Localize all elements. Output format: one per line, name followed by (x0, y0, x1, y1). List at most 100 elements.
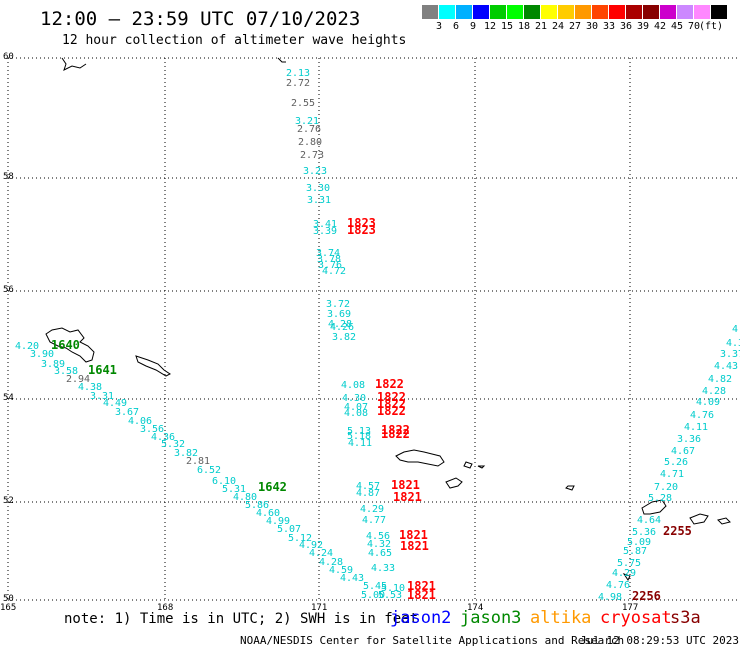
swh-value-north-track: 3.39 (313, 226, 337, 237)
satellite-name-jason2: jason2 (390, 608, 452, 628)
legend-label: 30 (585, 21, 599, 32)
swh-value-east-track: 4.43 (714, 361, 738, 372)
swh-value-north-track: 3.74 (316, 248, 340, 259)
pass-time-label: 1822 (377, 390, 406, 404)
pass-time-label: 1822 (377, 404, 406, 418)
legend-label: 45 (670, 21, 684, 32)
coast-top-center (277, 57, 286, 63)
swh-value-diagonal-track: 3.56 (140, 424, 164, 435)
legend-label: 12 (483, 21, 497, 32)
swh-value-diagonal-track: 4.20 (15, 341, 39, 352)
lat-tick-label: 56 (3, 285, 14, 295)
credit-line: NOAA/NESDIS Center for Satellite Applica… (240, 634, 625, 647)
swh-value-north-track: 4.28 (328, 319, 352, 330)
swh-value-east-track: 4.76 (606, 580, 630, 591)
pass-time-label: 1821 (393, 490, 422, 504)
swh-value-diagonal-track: 4.43 (340, 573, 364, 584)
lat-tick-label: 50 (3, 594, 14, 604)
pass-time-label: 2255 (663, 524, 692, 538)
legend-swatch (575, 5, 592, 19)
swh-value-north-track: 3.69 (327, 309, 351, 320)
pass-time-label: 1822 (381, 427, 410, 441)
pass-time-label: 1822 (375, 377, 404, 391)
legend-label: 42 (653, 21, 667, 32)
island-bering-left (45, 327, 95, 363)
legend-swatch (524, 5, 541, 19)
page-subtitle: 12 hour collection of altimeter wave hei… (62, 33, 407, 48)
swh-value-center-track: 4.32 (367, 539, 391, 550)
pass-time-label: 2256 (632, 589, 661, 603)
swh-value-north-track: 3.76 (318, 260, 342, 271)
swh-value-east-track: 3.36 (677, 434, 701, 445)
swh-value-diagonal-track: 4.59 (329, 565, 353, 576)
swh-value-north-track: 3.72 (326, 299, 350, 310)
legend-swatch (626, 5, 643, 19)
swh-value-diagonal-track: 4.92 (299, 540, 323, 551)
legend-swatch (541, 5, 558, 19)
pass-time-label: 1640 (51, 338, 80, 352)
lat-tick-label: 58 (3, 172, 14, 182)
legend-swatch (439, 5, 456, 19)
satellite-name-cryosat: cryosat (600, 608, 672, 628)
legend-label: 3 (435, 21, 443, 32)
pass-time-label: 1822 (377, 397, 406, 411)
swh-value-east-track: 4.98 (598, 592, 622, 603)
swh-value-north-track: 2.55 (291, 98, 315, 109)
pass-time-label: 1823 (347, 223, 376, 237)
swh-value-north-track: 2.73 (300, 150, 324, 161)
swh-value-diagonal-track: 4.06 (128, 416, 152, 427)
swh-value-north-track: 2.72 (286, 78, 310, 89)
swh-value-center-track: 4.11 (348, 438, 372, 449)
swh-value-center-track: 4.77 (362, 515, 386, 526)
island-attu (395, 449, 445, 467)
swh-value-diagonal-track: 5.32 (161, 439, 185, 450)
swh-value-east-track: 4.29 (612, 568, 636, 579)
swh-value-diagonal-track: 3.90 (30, 349, 54, 360)
swh-value-center-track: 4.08 (341, 380, 365, 391)
swh-value-east-track: 5.28 (648, 493, 672, 504)
generated-timestamp: Jul 12 08:29:53 UTC 2023 (580, 634, 739, 647)
swh-value-east-track: 5.36 (632, 527, 656, 538)
swh-value-center-track: 4.08 (344, 408, 368, 419)
lat-tick-label: 60 (3, 52, 14, 62)
swh-value-diagonal-track: 4.80 (233, 492, 257, 503)
swh-value-center-track: 5.00 (361, 590, 385, 601)
swh-value-north-track: 2.80 (298, 137, 322, 148)
swh-value-east-track: 4.76 (690, 410, 714, 421)
swh-value-diagonal-track: 3.58 (54, 366, 78, 377)
legend-swatch (558, 5, 575, 19)
lon-tick-label: 177 (622, 603, 638, 613)
island-east (641, 499, 667, 515)
swh-value-diagonal-track: 4.99 (266, 516, 290, 527)
islet-5 (622, 573, 631, 581)
swh-value-center-track: 4.33 (371, 563, 395, 574)
satellite-name-jason3: jason3 (460, 608, 522, 628)
swh-value-diagonal-track: 5.12 (288, 533, 312, 544)
swh-value-east-track: 5.87 (623, 546, 647, 557)
swh-value-north-track: 2.76 (297, 124, 321, 135)
swh-value-diagonal-track: 3.67 (115, 407, 139, 418)
swh-value-east-track: 4.11 (684, 422, 708, 433)
pass-time-label: 1821 (407, 588, 436, 602)
swh-value-center-track: 4.87 (356, 488, 380, 499)
swh-value-east-track: 4.82 (708, 374, 732, 385)
legend-swatch (507, 5, 524, 19)
swh-value-center-track: 4.65 (368, 548, 392, 559)
swh-value-diagonal-track: 4.49 (103, 398, 127, 409)
swh-value-north-track: 4.26 (330, 322, 354, 333)
island-bering-small (135, 355, 171, 377)
swh-value-diagonal-track: 2.94 (66, 374, 90, 385)
legend-swatch (660, 5, 677, 19)
coastlines (45, 57, 731, 581)
pass-time-label: 1821 (399, 528, 428, 542)
legend-label: 15 (500, 21, 514, 32)
legend-label: 6 (452, 21, 460, 32)
lon-tick-label: 171 (311, 603, 327, 613)
swh-value-diagonal-track: 3.89 (41, 359, 65, 370)
swh-value-east-track: 7.20 (654, 482, 678, 493)
legend-label: 70 (687, 21, 701, 32)
footer-note: note: 1) Time is in UTC; 2) SWH is in fe… (64, 611, 419, 627)
satellite-name-s3a: s3a (670, 608, 701, 628)
